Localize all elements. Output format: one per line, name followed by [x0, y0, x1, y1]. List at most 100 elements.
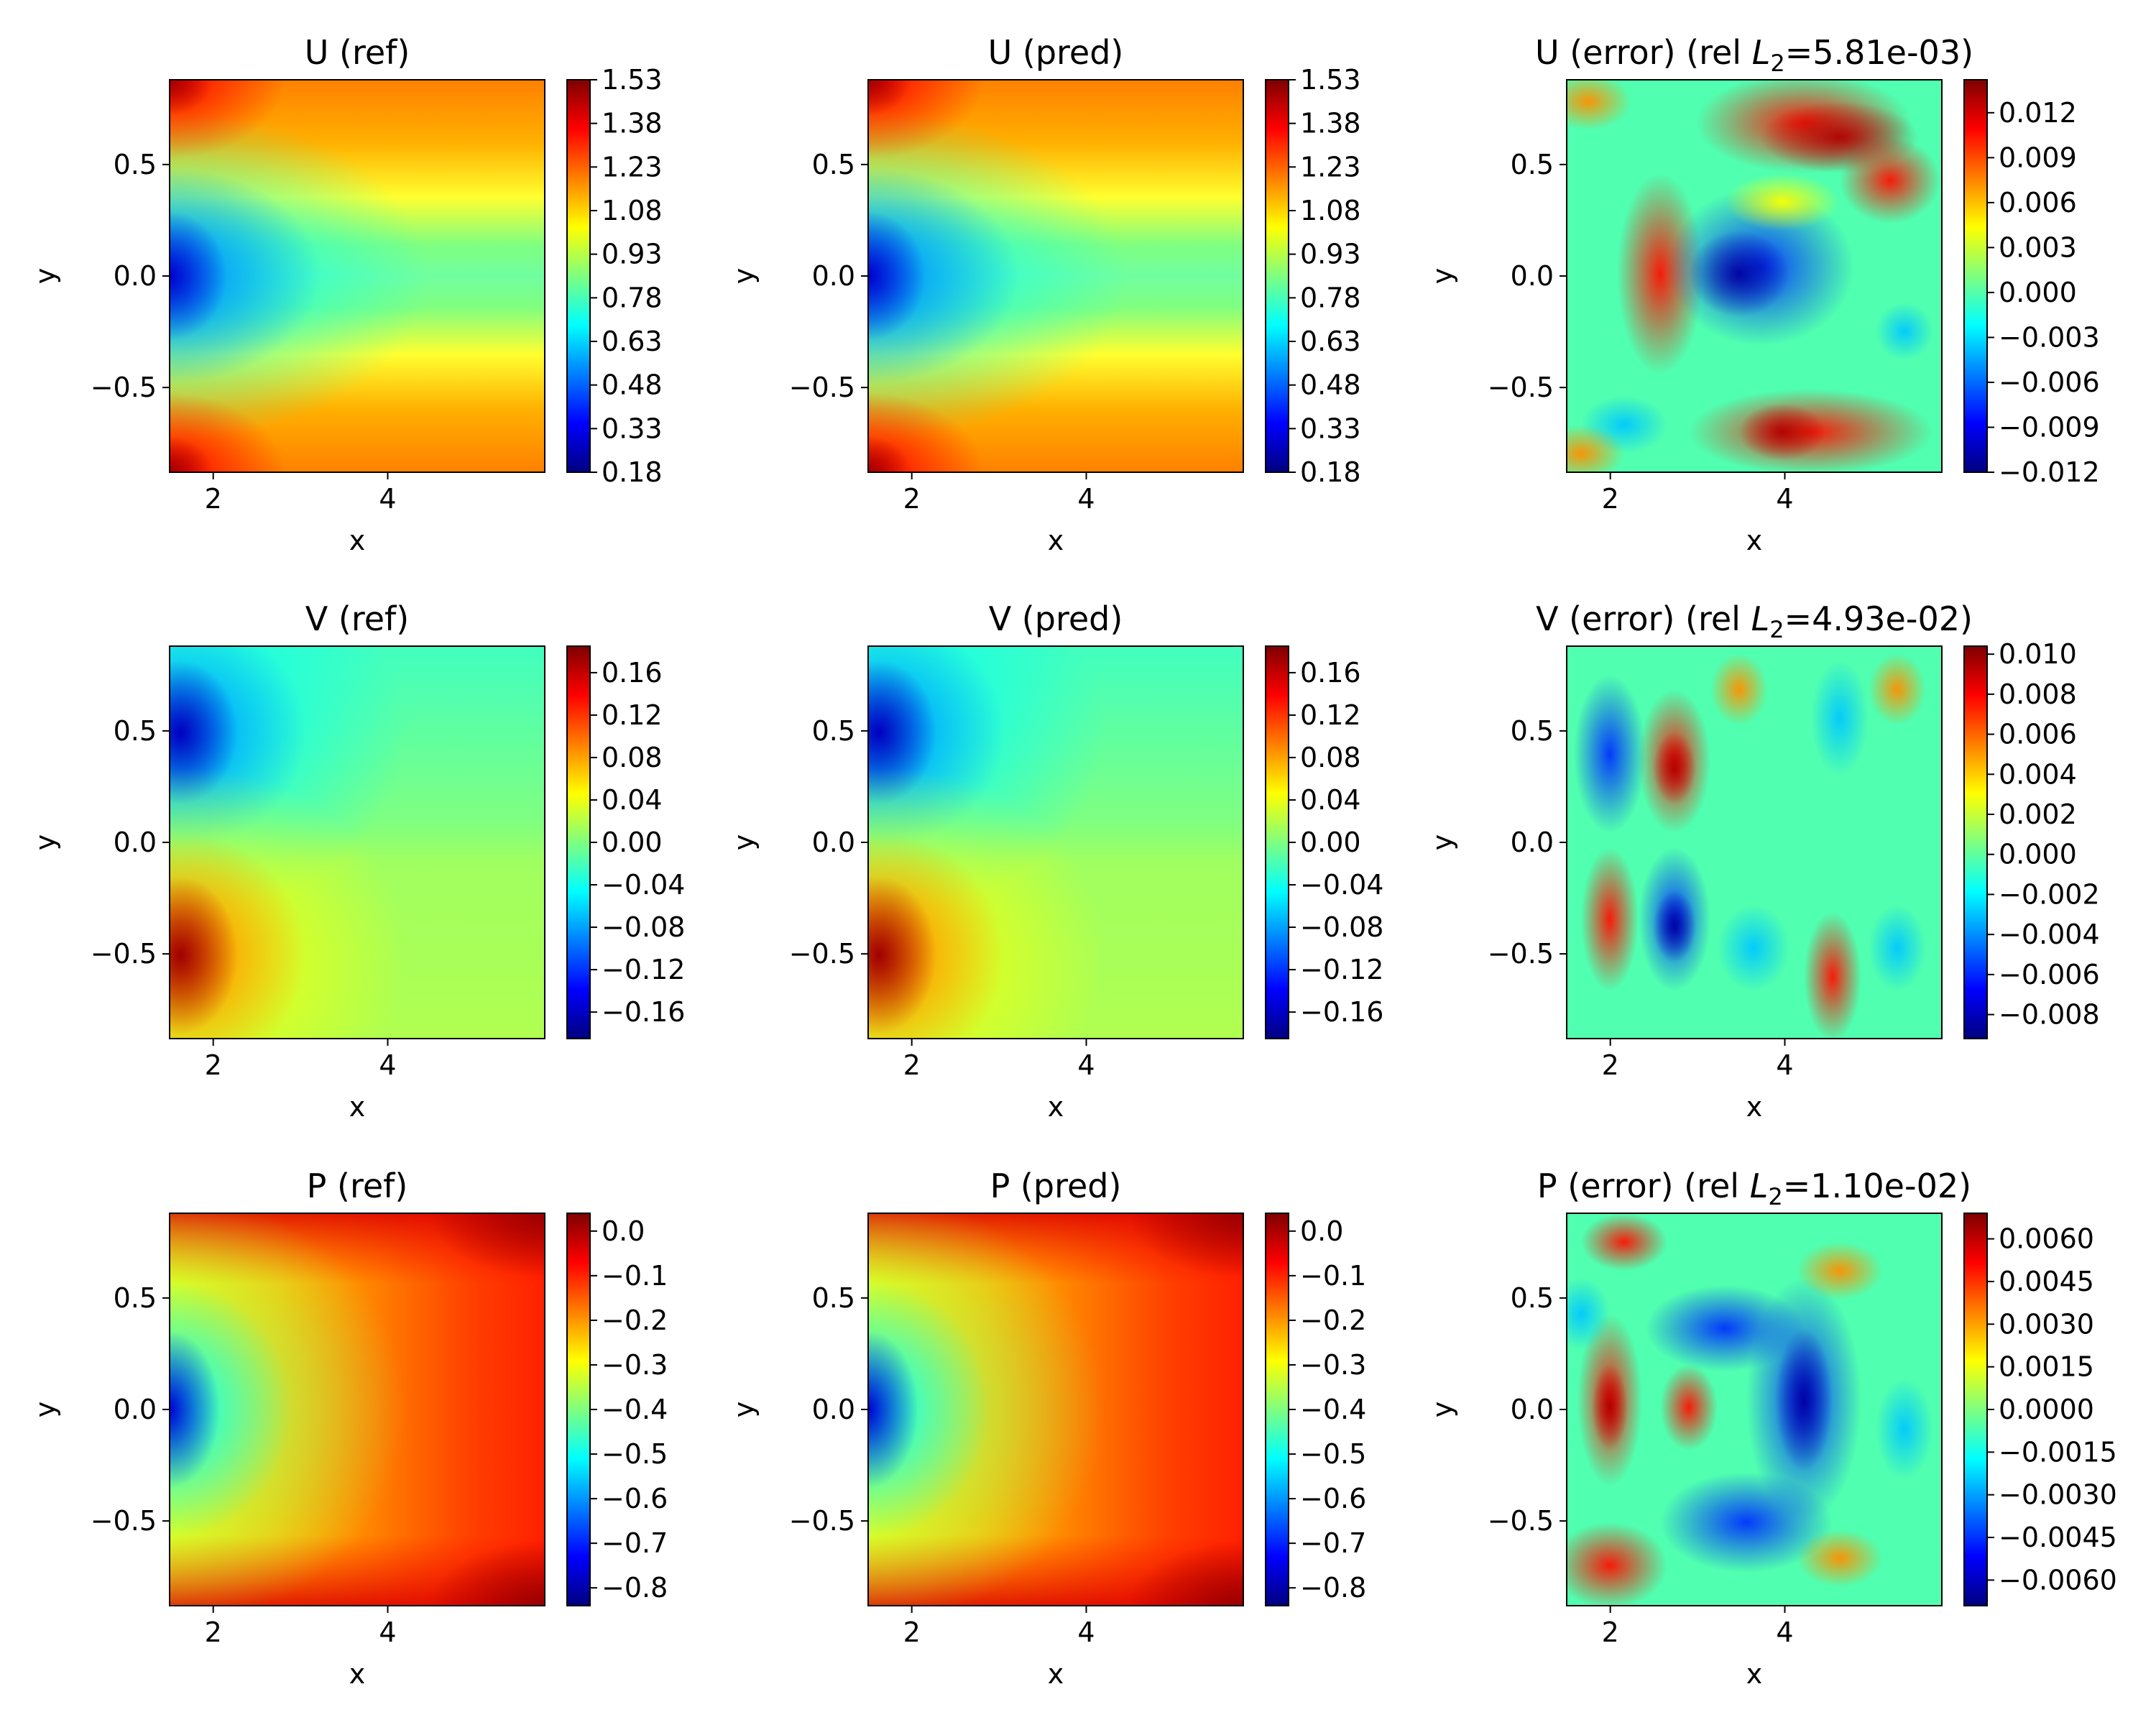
- colorbar-tick-label: −0.08: [602, 911, 685, 943]
- y-tick-label: 0.0: [1511, 260, 1554, 292]
- panel-p-pred: P (pred)2 40.50.0−0.5xy−0.8−0.7−0.6−0.5−0…: [728, 1167, 1366, 1690]
- colorbar-tick-label: 1.23: [1300, 151, 1361, 183]
- panel-title: P (pred): [990, 1167, 1122, 1205]
- y-tick-label: −0.5: [1488, 938, 1554, 970]
- x-tick-label: 2: [1602, 1616, 1619, 1648]
- y-tick-label: 0.0: [114, 260, 157, 292]
- colorbar-gradient: [1963, 645, 1988, 1039]
- colorbar-tick-label: 0.12: [1300, 699, 1361, 731]
- colorbar-tick-label: 0.04: [602, 784, 663, 816]
- colorbar-tick-label: −0.006: [1999, 367, 2100, 398]
- y-axis-label: y: [1427, 268, 1458, 285]
- colorbar-tick-label: 1.23: [602, 151, 663, 183]
- colorbar-tick-label: 0.18: [1300, 456, 1361, 488]
- colorbar-tick-label: −0.16: [1300, 996, 1383, 1028]
- colorbar-tick-label: 0.33: [1300, 413, 1361, 444]
- colorbar-tick-label: 1.08: [602, 195, 663, 226]
- colorbar-tick-label: 0.010: [1999, 638, 2077, 670]
- panel-p-ref: P (ref)2 40.50.0−0.5xy−0.8−0.7−0.6−0.5−0.…: [29, 1167, 668, 1690]
- colorbar-tick-label: −0.009: [1999, 411, 2100, 443]
- colorbar-tick-label: 0.04: [1300, 784, 1361, 816]
- colorbar-tick-label: 0.004: [1999, 758, 2077, 790]
- heatmap-field: [170, 80, 545, 472]
- colorbar-tick-label: 0.48: [602, 369, 663, 401]
- colorbar-tick-label: 0.008: [1999, 678, 2077, 710]
- colorbar: −0.008 −0.006 −0.004 −0.002 0.000 0.002 0.004 0…: [1963, 638, 2100, 1039]
- colorbar: −0.16 −0.12 −0.08 −0.04 0.00 0.04 0.08 0.12 0.16: [1265, 645, 1383, 1039]
- y-tick-label: −0.5: [91, 372, 157, 403]
- colorbar-tick-label: 0.16: [1300, 657, 1361, 689]
- colorbar-tick-label: −0.8: [602, 1572, 668, 1604]
- colorbar-tick-label: 0.63: [602, 326, 663, 357]
- colorbar-tick-label: 0.78: [602, 282, 663, 313]
- x-tick-label: 2: [205, 1616, 222, 1648]
- y-tick-label: 0.0: [114, 827, 157, 858]
- colorbar-tick-label: −0.7: [1300, 1527, 1366, 1559]
- y-tick-label: 0.0: [114, 1394, 157, 1425]
- colorbar-tick-label: −0.2: [1300, 1305, 1366, 1336]
- colorbar-tick-label: 0.0030: [1999, 1308, 2094, 1340]
- colorbar-tick-label: −0.3: [602, 1349, 668, 1381]
- colorbar-tick-label: −0.6: [602, 1483, 668, 1514]
- y-axis-label: y: [1427, 1402, 1458, 1418]
- x-tick-label: 2: [205, 1049, 222, 1081]
- colorbar-tick-label: 1.53: [1300, 64, 1361, 96]
- panel-u-error: U (error) (rel L2=5.81e-03) 2 4 0.5 0.0 −0.5 x…: [1427, 33, 2100, 556]
- x-axis-label: x: [1048, 525, 1064, 556]
- colorbar-tick-label: −0.002: [1999, 878, 2100, 910]
- colorbar-tick-label: 0.48: [1300, 369, 1361, 401]
- colorbar-tick-label: 0.0: [602, 1215, 645, 1247]
- colorbar-tick-label: −0.04: [602, 869, 685, 901]
- y-tick-label: 0.0: [1511, 827, 1554, 858]
- colorbar-gradient: [1265, 1213, 1289, 1606]
- heatmap-field: [868, 80, 1243, 472]
- y-axis-label: y: [728, 1402, 760, 1418]
- y-tick-label: −0.5: [91, 938, 157, 970]
- panel-title: V (pred): [989, 599, 1123, 638]
- x-axis-label: x: [349, 1091, 366, 1123]
- x-axis-label: x: [1048, 1658, 1064, 1690]
- y-tick-label: 0.5: [812, 715, 855, 747]
- colorbar-tick-label: 0.0: [1300, 1215, 1343, 1247]
- y-tick-label: 0.5: [1511, 149, 1554, 180]
- colorbar-tick-label: 0.006: [1999, 719, 2077, 750]
- x-tick-label: 2: [903, 1616, 921, 1648]
- colorbar-tick-label: −0.5: [1300, 1438, 1366, 1470]
- heatmap-field: [170, 1213, 545, 1606]
- colorbar-tick-label: −0.0015: [1999, 1436, 2117, 1468]
- y-tick-label: 0.0: [812, 260, 855, 292]
- colorbar: 0.18 0.33 0.48 0.63 0.78 0.93 1.08 1.23 1.38 1.53: [566, 64, 663, 488]
- colorbar-tick-label: −0.008: [1999, 999, 2100, 1031]
- y-tick-label: 0.5: [812, 1282, 855, 1314]
- x-axis-label: x: [1746, 1658, 1763, 1690]
- colorbar-tick-label: 1.38: [1300, 108, 1361, 139]
- y-tick-label: 0.5: [114, 1282, 157, 1314]
- colorbar-tick-label: 0.006: [1999, 187, 2077, 218]
- x-tick-label: 4: [379, 1616, 396, 1648]
- panel-title: P (ref): [307, 1167, 408, 1205]
- colorbar-tick-label: −0.8: [1300, 1572, 1366, 1604]
- colorbar-tick-label: 0.0060: [1999, 1223, 2094, 1255]
- colorbar-tick-label: 0.33: [602, 413, 663, 444]
- panel-v-error: V (error) (rel L2=4.93e-02) 2 4 0.5 0.0 −0.5 x…: [1427, 599, 2100, 1123]
- heatmap-field: [1567, 80, 1942, 472]
- colorbar-tick-label: 0.002: [1999, 799, 2077, 830]
- colorbar-tick-label: 0.93: [602, 239, 663, 270]
- colorbar-tick-label: −0.1: [1300, 1260, 1366, 1292]
- panel-u-pred: U (pred)2 40.50.0−0.5xy0.180.330.480.630.…: [728, 33, 1361, 556]
- panel-v-pred: V (pred)2 40.50.0−0.5xy−0.16−0.12−0.08−0.…: [728, 599, 1383, 1123]
- colorbar-tick-label: 0.0015: [1999, 1351, 2094, 1383]
- colorbar-tick-label: 0.08: [602, 742, 663, 773]
- colorbar-gradient: [566, 645, 591, 1039]
- y-tick-label: −0.5: [789, 372, 855, 403]
- colorbar-tick-label: 0.00: [602, 827, 663, 858]
- y-axis-label: y: [728, 268, 760, 285]
- heatmap-field: [1567, 1213, 1942, 1606]
- y-axis-label: y: [1427, 834, 1458, 851]
- colorbar-tick-label: −0.2: [602, 1305, 668, 1336]
- y-tick-label: −0.5: [91, 1505, 157, 1537]
- colorbar-tick-label: −0.08: [1300, 911, 1383, 943]
- colorbar: −0.012 −0.009 −0.006 −0.003 0.000 0.003 0.006 0…: [1963, 79, 2100, 488]
- y-tick-label: −0.5: [1488, 372, 1554, 403]
- heatmap-field: [170, 646, 545, 1039]
